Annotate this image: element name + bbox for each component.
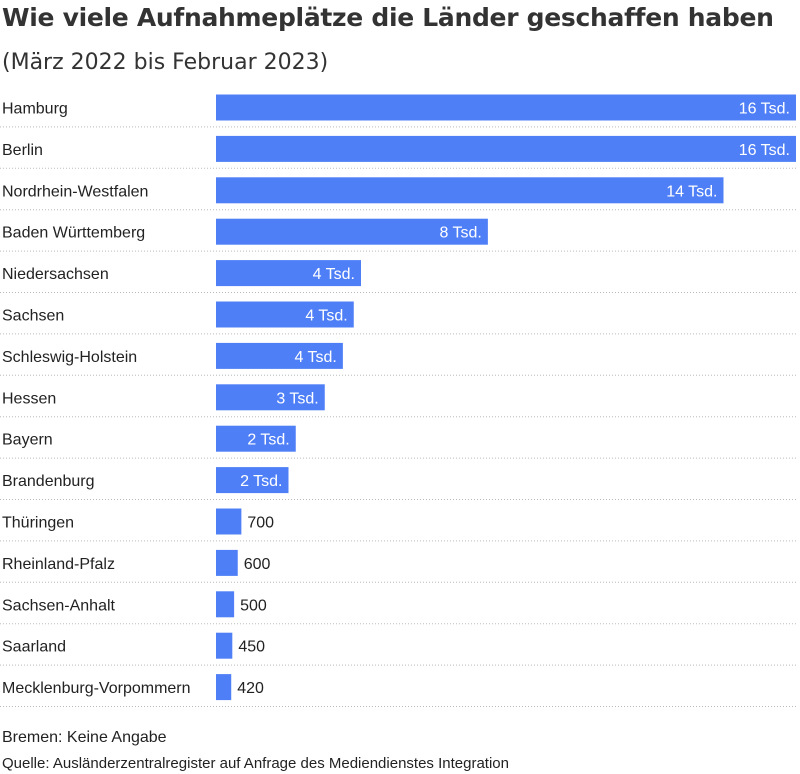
category-label: Mecklenburg-Vorpommern xyxy=(2,680,191,697)
category-label: Brandenburg xyxy=(2,473,95,490)
source-note: Quelle: Ausländerzentralregister auf Anf… xyxy=(2,755,509,772)
bar xyxy=(216,301,354,328)
chart-subtitle: (März 2022 bis Februar 2023) xyxy=(2,50,329,75)
category-label: Sachsen xyxy=(2,308,64,325)
data-label: 16 Tsd. xyxy=(739,142,790,159)
category-label: Schleswig-Holstein xyxy=(2,349,137,366)
category-label: Saarland xyxy=(2,639,66,656)
bar xyxy=(216,467,289,494)
category-label: Niedersachsen xyxy=(2,266,109,283)
category-label: Berlin xyxy=(2,142,43,159)
bar xyxy=(216,177,724,204)
data-label: 4 Tsd. xyxy=(294,349,336,366)
category-label: Rheinland-Pfalz xyxy=(2,556,115,573)
data-label: 16 Tsd. xyxy=(739,101,790,118)
bar xyxy=(216,591,235,618)
data-label: 700 xyxy=(247,515,274,532)
data-label: 8 Tsd. xyxy=(439,225,481,242)
footnote: Bremen: Keine Angabe xyxy=(2,729,167,746)
data-label: 4 Tsd. xyxy=(305,308,347,325)
data-label: 2 Tsd. xyxy=(240,473,282,490)
bar-chart: Hamburg 16 Tsd. Berlin 16 Tsd. Nordrhein-Wes… xyxy=(0,94,798,707)
category-label: Hessen xyxy=(2,390,56,407)
data-label: 420 xyxy=(237,680,264,697)
category-label: Bayern xyxy=(2,432,53,449)
bar xyxy=(216,342,343,369)
data-label: 14 Tsd. xyxy=(666,183,717,200)
category-label: Thüringen xyxy=(2,515,74,532)
bar xyxy=(216,425,296,452)
data-label: 4 Tsd. xyxy=(313,266,355,283)
bar xyxy=(216,218,488,245)
category-label: Hamburg xyxy=(2,101,68,118)
data-label: 500 xyxy=(240,597,267,614)
bar xyxy=(216,260,361,287)
bar xyxy=(216,674,232,701)
chart-title: Wie viele Aufnahmeplätze die Länder gesc… xyxy=(2,3,774,32)
bar xyxy=(216,94,796,121)
bar xyxy=(216,549,238,576)
category-label: Sachsen-Anhalt xyxy=(2,597,116,614)
data-label: 450 xyxy=(238,639,265,656)
bar xyxy=(216,632,233,659)
category-label: Nordrhein-Westfalen xyxy=(2,183,148,200)
category-label: Baden Württemberg xyxy=(2,225,145,242)
data-label: 3 Tsd. xyxy=(276,390,318,407)
data-label: 600 xyxy=(244,556,271,573)
bar xyxy=(216,135,796,162)
bar xyxy=(216,384,325,411)
data-label: 2 Tsd. xyxy=(247,432,289,449)
bar xyxy=(216,508,242,535)
